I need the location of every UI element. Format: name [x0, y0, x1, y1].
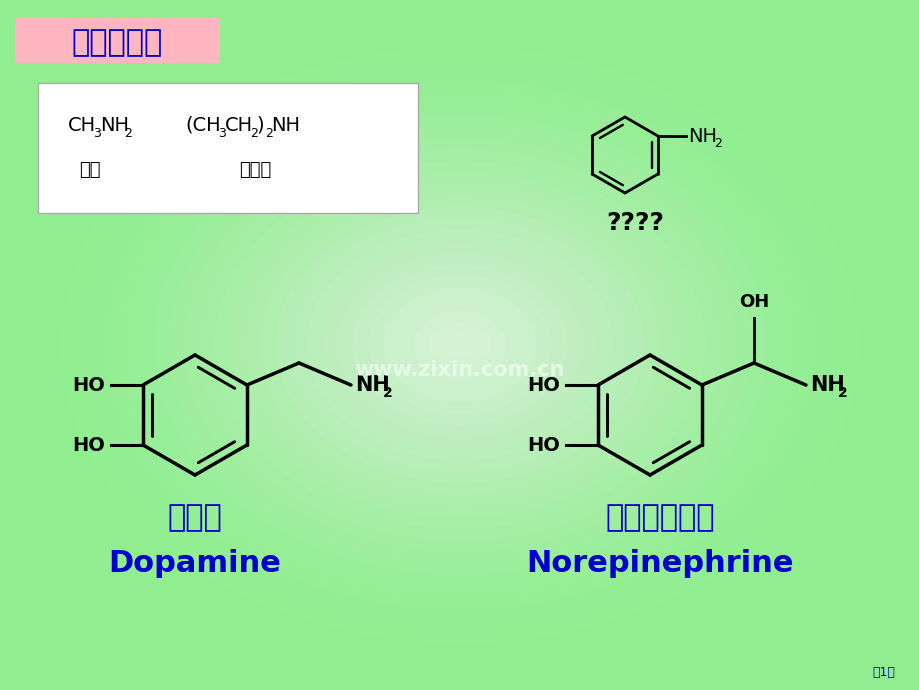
Ellipse shape [429, 322, 490, 368]
Text: CH: CH [68, 115, 96, 135]
Text: 第1页: 第1页 [871, 665, 894, 678]
Text: CH: CH [225, 115, 253, 135]
Text: 3: 3 [218, 126, 226, 139]
Text: 3: 3 [93, 126, 101, 139]
Text: 2: 2 [382, 386, 392, 400]
FancyBboxPatch shape [15, 18, 220, 63]
Ellipse shape [352, 264, 567, 426]
Text: 胺类化合物: 胺类化合物 [72, 28, 163, 57]
Ellipse shape [337, 253, 582, 437]
Bar [38, 83, 417, 213]
Text: 二乙胺: 二乙胺 [239, 161, 271, 179]
Ellipse shape [291, 219, 628, 471]
Text: NH: NH [809, 375, 844, 395]
Ellipse shape [414, 310, 505, 380]
Text: 甲胺: 甲胺 [79, 161, 101, 179]
Ellipse shape [306, 230, 613, 460]
Ellipse shape [398, 299, 521, 391]
Text: 2: 2 [250, 126, 257, 139]
Text: NH: NH [687, 126, 716, 146]
Text: Dopamine: Dopamine [108, 549, 281, 578]
Text: Norepinephrine: Norepinephrine [526, 549, 793, 578]
Text: OH: OH [738, 293, 768, 311]
Text: 2: 2 [837, 386, 846, 400]
Ellipse shape [322, 241, 597, 448]
Text: 2: 2 [124, 126, 131, 139]
Text: HO: HO [72, 435, 105, 455]
Text: NH: NH [100, 115, 129, 135]
Text: HO: HO [527, 435, 560, 455]
Text: NH: NH [271, 115, 300, 135]
Text: ????: ???? [606, 211, 664, 235]
Ellipse shape [383, 288, 536, 402]
Text: 去甲肾上腺素: 去甲肾上腺素 [605, 504, 714, 533]
Text: www.zixin.com.cn: www.zixin.com.cn [355, 360, 564, 380]
Text: 多巴胺: 多巴胺 [167, 504, 222, 533]
Text: (CH: (CH [185, 115, 221, 135]
Text: 2: 2 [265, 126, 273, 139]
Text: ): ) [255, 115, 264, 135]
Text: NH: NH [355, 375, 390, 395]
Text: HO: HO [72, 375, 105, 395]
Ellipse shape [444, 333, 475, 357]
Ellipse shape [368, 276, 551, 414]
Text: 2: 2 [713, 137, 721, 150]
Text: HO: HO [527, 375, 560, 395]
